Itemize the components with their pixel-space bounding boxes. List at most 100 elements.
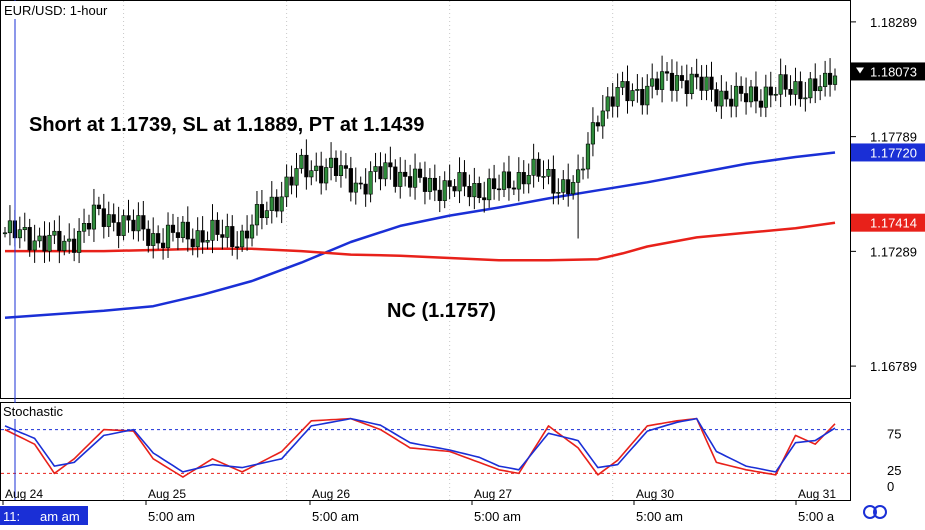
price-tag-label: 1.17414 [870,216,917,231]
stochastic-axis: 75 250 [887,426,901,494]
bullish-candle [249,224,255,239]
bullish-candle [808,78,813,99]
bullish-candle [793,81,798,95]
bullish-candle [373,166,378,172]
bullish-candle [81,223,87,232]
bearish-candle [235,246,240,249]
bearish-candle [126,215,131,221]
bullish-candle [314,165,319,171]
bullish-candle [121,215,126,236]
stochastic-d-line [4,417,836,473]
bearish-candle [72,238,77,253]
bearish-candle [595,122,600,127]
bearish-candle [393,166,398,187]
date-label: Aug 25 [148,487,186,501]
bullish-candle [254,204,260,226]
bullish-candle [472,183,477,198]
bullish-candle [264,210,269,219]
time-label: 5:00 am [312,509,359,524]
bullish-candle [615,87,620,107]
date-axis: Aug 24 Aug 25 Aug 26 Aug 27 Aug 30 Aug 31 [2,487,836,505]
bearish-candle [289,176,294,186]
bearish-candle [625,81,630,102]
bullish-candle [605,96,610,112]
refresh-icon[interactable] [863,505,887,519]
bearish-candle [758,100,763,108]
blue-moving-average-line [4,151,836,319]
bearish-candle [141,215,146,230]
bearish-candle [96,204,101,209]
bullish-candle [398,171,403,187]
bearish-candle [511,187,516,190]
price-tag-box [851,213,925,232]
bullish-candle [719,90,724,107]
bullish-candle [590,122,596,145]
bullish-candle [818,86,823,92]
bullish-candle [91,204,97,230]
date-label: Aug 31 [798,487,836,501]
bearish-candle [417,168,423,178]
bullish-candle [487,178,492,201]
bearish-candle [496,188,502,191]
bearish-candle [467,186,472,198]
bearish-candle [244,230,250,239]
bullish-candle [620,81,625,88]
price-tags: 1.18073 1.17720 1.17414 [851,62,925,232]
bearish-candle [190,238,195,248]
bullish-candle [210,219,215,241]
date-label: Aug 24 [5,487,43,501]
time-label: 5:00 am [474,509,521,524]
trade-annotation: Short at 1.1739, SL at 1.1889, PT at 1.1… [29,114,424,136]
bullish-candle [47,234,52,252]
bearish-candle [437,189,442,202]
bearish-candle [536,158,541,177]
bullish-candle [2,232,8,235]
bearish-candle [610,96,615,107]
bullish-candle [136,215,141,232]
bullish-candle [803,97,808,100]
bearish-candle [259,204,265,219]
bearish-candle [200,230,205,243]
bearish-candle [220,234,225,238]
bearish-candle [655,78,660,90]
bullish-candle [299,154,304,169]
bullish-candle [556,192,561,194]
bullish-candle [324,167,329,184]
stochastic-title-background [1,403,71,419]
bearish-candle [664,71,670,74]
bearish-candle [714,89,719,107]
bullish-candle [195,230,200,248]
time-label: 11: [3,509,20,524]
bearish-candle [358,182,363,185]
bearish-candle [274,196,279,212]
bearish-candle [447,180,452,187]
bullish-candle [205,240,210,243]
bullish-candle [659,71,665,90]
bearish-candle [215,219,220,235]
time-label: 5:00 am [636,509,683,524]
bearish-candle [333,157,339,176]
bullish-candle [516,172,521,190]
bullish-candle [52,230,57,236]
bullish-candle [180,221,185,238]
bullish-candle [457,172,462,192]
bearish-candle [768,86,773,96]
bearish-candle [131,219,136,232]
bullish-candle [704,76,709,91]
bearish-candle [694,73,699,78]
bullish-candle [17,229,22,239]
bullish-candle [650,78,655,87]
bearish-candle [788,88,793,95]
bearish-candle [743,93,749,103]
bearish-candle [111,214,116,223]
bullish-candle [546,168,551,177]
bearish-candle [724,90,729,100]
price-tick-label: 1.18289 [870,15,917,30]
bearish-candle [175,232,181,238]
bearish-candle [363,183,368,195]
bearish-candle [669,72,675,91]
bullish-candle [106,214,111,227]
bullish-candle [600,110,605,127]
bullish-candle [689,73,694,94]
